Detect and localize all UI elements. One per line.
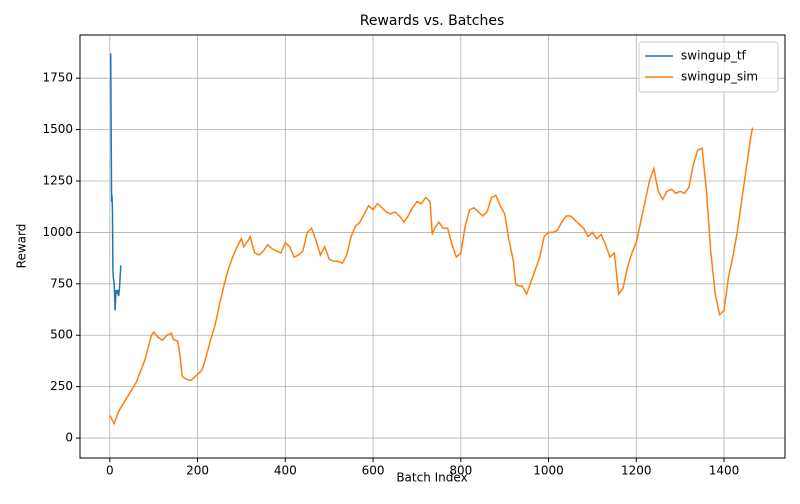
y-tick-label: 1250 — [42, 174, 73, 188]
x-tick-label: 1400 — [709, 464, 740, 478]
y-tick-label: 1750 — [42, 71, 73, 85]
y-tick-label: 1500 — [42, 122, 73, 136]
x-tick-label: 400 — [274, 464, 297, 478]
plot-frame — [79, 34, 786, 459]
legend-label: swingup_tf — [681, 49, 747, 63]
x-tick-label: 800 — [449, 464, 472, 478]
chart-title: Rewards vs. Batches — [360, 13, 505, 29]
x-tick-label: 1200 — [621, 464, 652, 478]
x-tick-label: 0 — [106, 464, 114, 478]
x-tick-label: 200 — [186, 464, 209, 478]
x-tick-label: 1000 — [533, 464, 564, 478]
y-tick-label: 0 — [65, 431, 73, 445]
y-tick-label: 250 — [50, 379, 73, 393]
legend-box — [638, 41, 779, 93]
y-tick-label: 750 — [50, 276, 73, 290]
legend-label: swingup_sim — [681, 70, 758, 84]
y-tick-label: 500 — [50, 328, 73, 342]
y-tick-label: 1000 — [42, 225, 73, 239]
x-tick-label: 600 — [362, 464, 385, 478]
data-line — [109, 53, 122, 311]
y-axis-label: Reward — [15, 224, 29, 269]
x-axis-label: Batch Index — [396, 471, 467, 485]
data-line — [109, 127, 754, 426]
